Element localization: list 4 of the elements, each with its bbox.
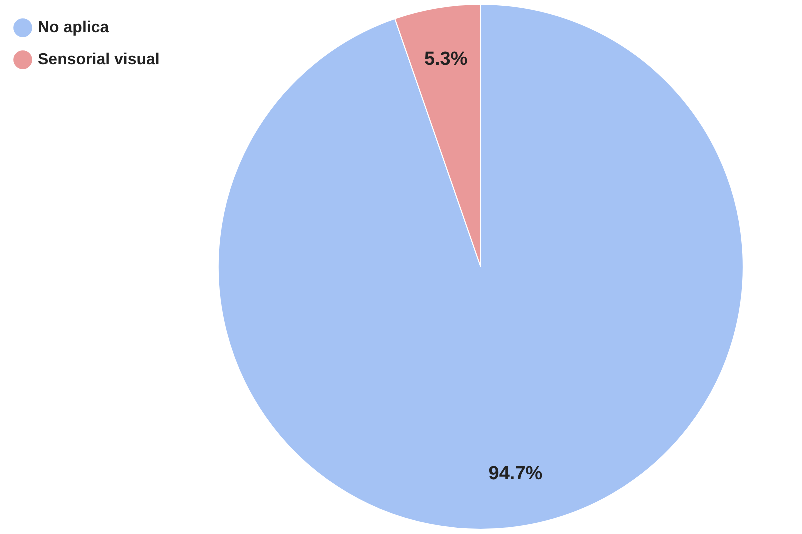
data-label: 94.7%	[488, 463, 543, 484]
data-label: 5.3%	[424, 49, 468, 70]
legend-label: Sensorial visual	[38, 51, 160, 68]
legend-label: No aplica	[38, 19, 110, 36]
